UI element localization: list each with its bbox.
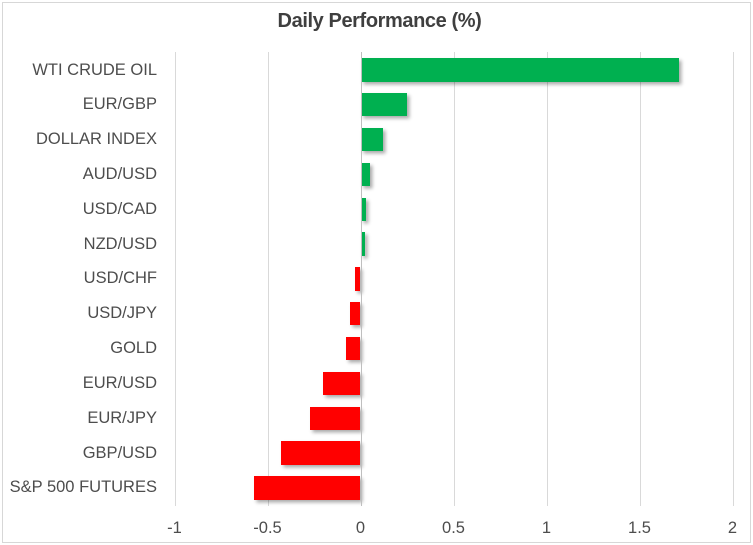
x-tick-label: 1.5 xyxy=(628,519,651,537)
x-tick-label: 0.5 xyxy=(442,519,465,537)
category-label-gbp-usd: GBP/USD xyxy=(82,443,157,462)
category-label-usd-cad: USD/CAD xyxy=(82,199,157,218)
bar-dollar-index xyxy=(360,128,383,152)
bar-usd-chf xyxy=(354,267,361,291)
zero-axis-line xyxy=(360,52,362,506)
bar-aud-usd xyxy=(360,162,370,187)
x-tick-label: 0 xyxy=(355,519,366,537)
gridline xyxy=(732,52,734,506)
chart-title: Daily Performance (%) xyxy=(277,10,482,32)
bar-gbp-usd xyxy=(280,441,361,465)
x-tick-label: 1 xyxy=(541,519,552,537)
bar-s-p-500-futures xyxy=(254,476,361,500)
gridline xyxy=(174,52,176,506)
x-tick-label: -0.5 xyxy=(253,519,282,537)
gridline xyxy=(267,52,269,506)
bar-eur-jpy xyxy=(310,406,361,430)
bar-nzd-usd xyxy=(360,232,366,256)
category-label-s-p-500-futures: S&P 500 FUTURES xyxy=(9,478,157,497)
category-label-wti-crude-oil: WTI CRUDE OIL xyxy=(32,60,157,79)
category-label-usd-jpy: USD/JPY xyxy=(87,304,157,323)
category-label-usd-chf: USD/CHF xyxy=(83,269,157,288)
x-tick-label: 2 xyxy=(727,519,738,537)
bar-eur-gbp xyxy=(360,93,407,117)
bar-gold xyxy=(345,336,361,361)
gridline xyxy=(639,52,641,506)
gridline xyxy=(546,52,548,506)
bar-eur-usd xyxy=(323,371,361,396)
category-label-eur-usd: EUR/USD xyxy=(82,373,157,392)
category-label-dollar-index: DOLLAR INDEX xyxy=(35,130,157,149)
bar-wti-crude-oil xyxy=(360,58,679,82)
bar-usd-cad xyxy=(360,197,367,221)
category-label-gold: GOLD xyxy=(110,339,157,358)
x-tick-label: -1 xyxy=(167,519,182,537)
category-label-nzd-usd: NZD/USD xyxy=(83,234,157,253)
bar-usd-jpy xyxy=(350,302,361,326)
category-label-aud-usd: AUD/USD xyxy=(82,164,157,183)
category-label-eur-jpy: EUR/JPY xyxy=(87,408,157,427)
category-label-eur-gbp: EUR/GBP xyxy=(82,95,157,114)
gridline xyxy=(453,52,455,506)
